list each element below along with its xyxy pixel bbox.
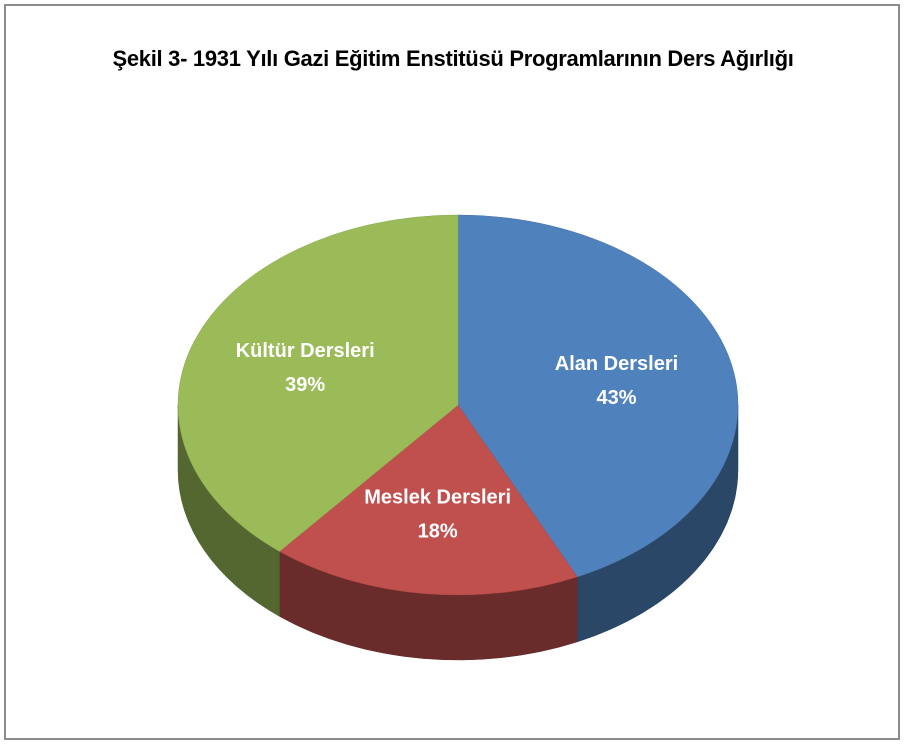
slice-value-label: 43% (596, 387, 636, 409)
slice-label: Meslek Dersleri (364, 487, 511, 509)
pie-sides (177, 404, 739, 661)
pie-tops (177, 214, 739, 596)
pie-slice (457, 214, 739, 578)
pie-slice (177, 214, 459, 552)
chart-title: Şekil 3- 1931 Yılı Gazi Eğitim Enstitüsü… (112, 46, 794, 71)
slice-value-label: 18% (418, 521, 458, 543)
pie-slice (279, 404, 578, 596)
pie-labels: Alan Dersleri 43% Meslek Dersleri 18% Kültür… (236, 340, 678, 543)
slice-label: Kültür Dersleri (236, 340, 375, 362)
slice-value-label: 39% (285, 374, 325, 396)
slice-label: Alan Dersleri (555, 353, 678, 375)
